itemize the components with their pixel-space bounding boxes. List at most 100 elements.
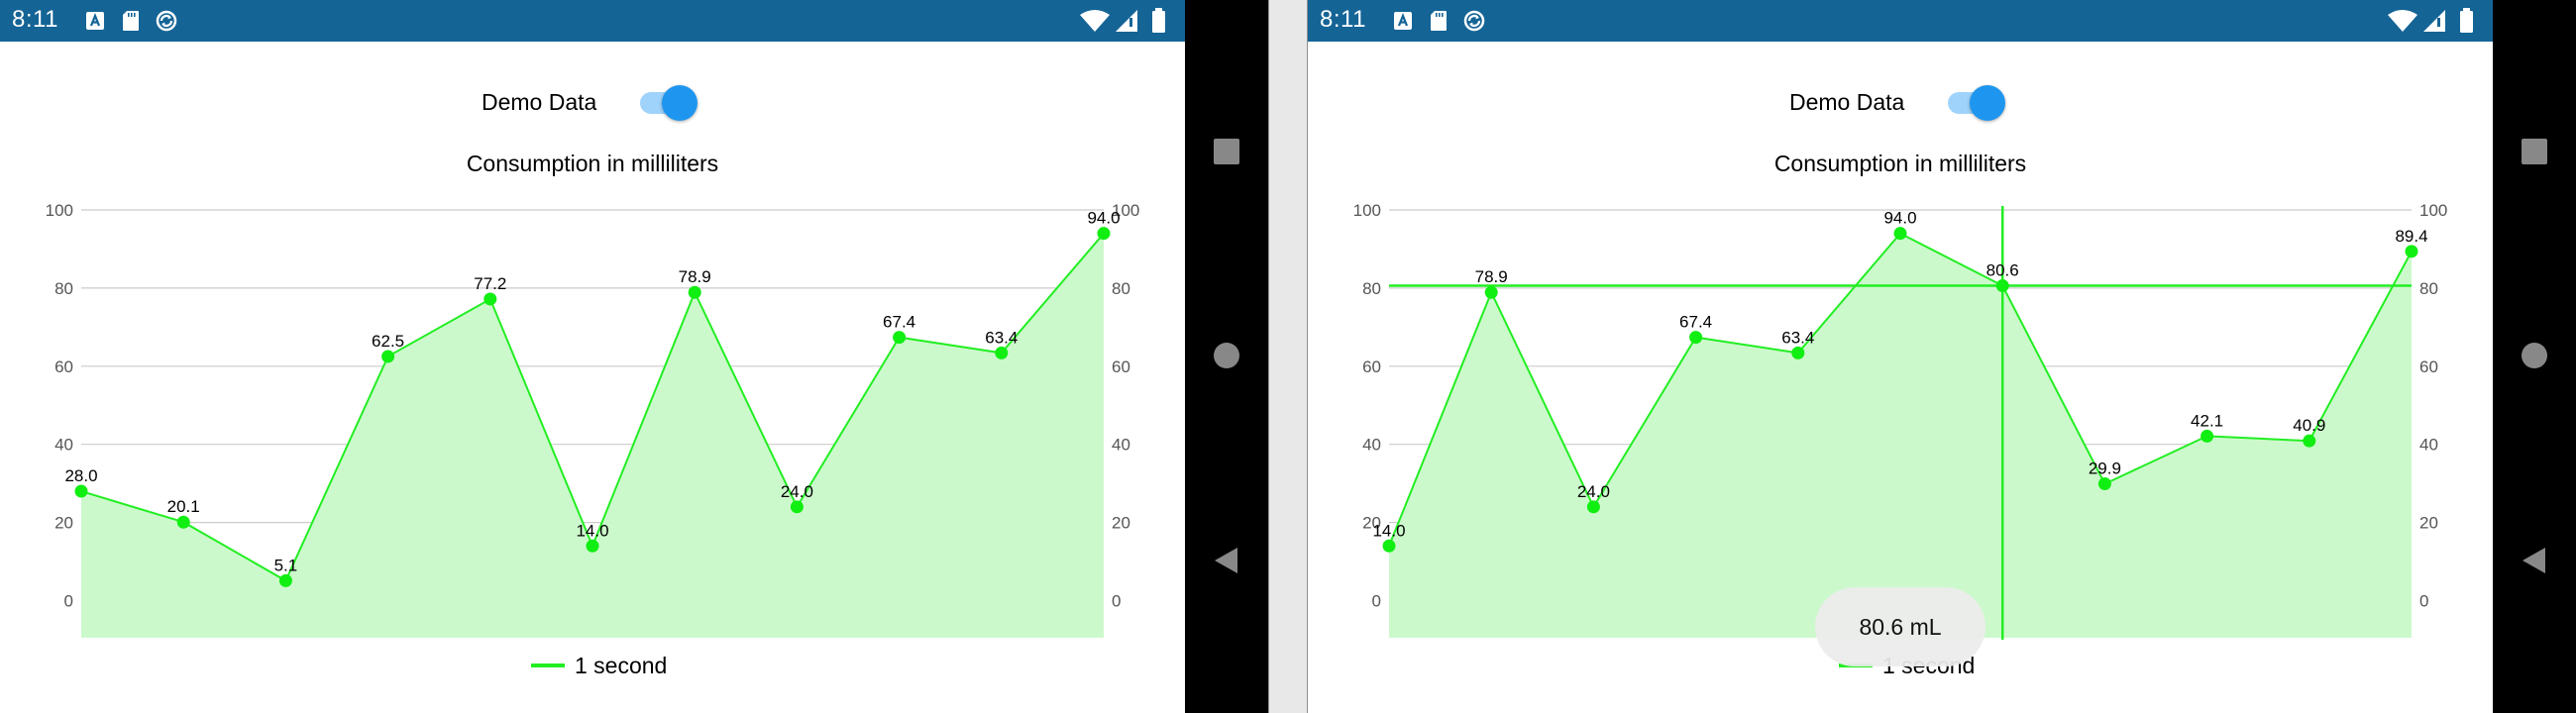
y-tick-label-left: 20 — [1362, 514, 1381, 533]
data-point — [1995, 279, 2009, 293]
app-content: Demo Data Consumption in milliliters 0 0 2… — [1308, 42, 2493, 713]
data-point — [2200, 429, 2214, 443]
demo-data-toggle[interactable] — [1946, 85, 2009, 121]
data-label: 67.4 — [1679, 313, 1712, 332]
data-point — [1382, 539, 1396, 553]
sync-icon — [156, 10, 177, 32]
data-label: 42.1 — [2191, 411, 2223, 430]
data-label: 24.0 — [781, 482, 813, 501]
y-tick-label-left: 60 — [1362, 357, 1381, 376]
data-point — [176, 515, 190, 529]
data-label: 14.0 — [1372, 521, 1405, 540]
data-label: 80.6 — [1986, 261, 2019, 280]
phone-screen-left: 8:11 Demo Data Co — [0, 0, 1269, 713]
data-label: 67.4 — [883, 313, 915, 332]
y-tick-label-left: 20 — [54, 514, 73, 533]
area-fill — [1389, 233, 2412, 638]
signal-icon — [1116, 10, 1137, 32]
home-button[interactable] — [1211, 340, 1242, 371]
battery-icon — [1152, 11, 1165, 33]
data-label: 62.5 — [372, 332, 404, 351]
battery-icon — [2460, 11, 2473, 33]
system-status-icons — [1080, 8, 1165, 33]
system-status-icons — [2388, 8, 2473, 33]
data-label: 63.4 — [985, 328, 1018, 347]
data-point — [2405, 245, 2418, 258]
y-tick-label-right: 40 — [1112, 436, 1130, 455]
demo-data-label: Demo Data — [1789, 89, 1905, 115]
status-time: 8:11 — [12, 6, 58, 33]
y-tick-label-left: 0 — [1372, 592, 1381, 611]
navigation-bar — [1185, 0, 1268, 713]
y-tick-label-left: 0 — [64, 592, 73, 611]
y-tick-label-right: 100 — [2419, 201, 2447, 220]
phone-screen-right: 8:11 Demo Data Co — [1307, 0, 2576, 713]
navigation-bar — [2493, 0, 2576, 713]
consumption-chart[interactable]: 0 0 20 20 40 40 60 60 80 80 100 100 14.0 78.9 24.0 67.4… — [1308, 42, 2493, 713]
value-tooltip: 80.6 mL — [1815, 587, 1986, 666]
demo-data-toggle[interactable] — [638, 85, 701, 121]
data-label: 24.0 — [1577, 482, 1610, 501]
recents-button[interactable] — [1211, 136, 1242, 167]
data-point — [995, 346, 1009, 359]
data-label: 29.9 — [2089, 459, 2121, 478]
data-label: 78.9 — [679, 267, 711, 286]
y-tick-label-right: 100 — [1112, 201, 1139, 220]
back-button[interactable] — [1211, 545, 1242, 576]
data-label: 28.0 — [64, 466, 97, 485]
demo-data-row: Demo Data — [1308, 81, 2493, 125]
status-bar: 8:11 — [1308, 0, 2493, 42]
toggle-thumb — [1970, 85, 2005, 121]
sync-icon — [1463, 10, 1485, 32]
y-tick-label-left: 100 — [1353, 201, 1381, 220]
wifi-icon — [2388, 10, 2417, 32]
data-point — [790, 500, 804, 514]
demo-data-label: Demo Data — [482, 89, 597, 115]
data-point — [1791, 346, 1805, 359]
y-tick-label-right: 60 — [2419, 357, 2438, 376]
y-tick-label-right: 0 — [1112, 592, 1121, 611]
home-button[interactable] — [2519, 340, 2550, 371]
y-tick-label-right: 80 — [2419, 279, 2438, 298]
data-point — [2303, 434, 2316, 448]
wifi-icon — [1080, 10, 1110, 32]
consumption-chart[interactable]: 0 0 20 20 40 40 60 60 80 80 100 100 28.0 20.1 5.1 62.5 7… — [0, 42, 1185, 713]
y-tick-label-left: 40 — [1362, 436, 1381, 455]
data-point — [2097, 477, 2111, 491]
data-label: 63.4 — [1781, 328, 1814, 347]
data-label: 78.9 — [1475, 267, 1508, 286]
data-label: 14.0 — [576, 521, 608, 540]
data-point — [74, 484, 88, 498]
data-label: 94.0 — [1883, 209, 1916, 228]
legend-label: 1 second — [575, 653, 667, 678]
y-tick-label-right: 40 — [2419, 436, 2438, 455]
y-tick-label-right: 80 — [1112, 279, 1130, 298]
data-label: 20.1 — [167, 497, 200, 516]
y-tick-label-right: 0 — [2419, 592, 2428, 611]
status-bar: 8:11 — [0, 0, 1185, 42]
data-point — [1893, 227, 1907, 241]
sd-card-icon — [1431, 11, 1447, 31]
y-tick-label-left: 80 — [54, 279, 73, 298]
y-tick-label-right: 60 — [1112, 357, 1130, 376]
data-point — [586, 539, 599, 553]
y-tick-label-right: 20 — [1112, 514, 1130, 533]
back-button[interactable] — [2519, 545, 2550, 576]
keyboard-notification-icon — [86, 12, 104, 30]
y-tick-label-left: 40 — [54, 436, 73, 455]
keyboard-notification-icon — [1394, 12, 1412, 30]
recents-button[interactable] — [2519, 136, 2550, 167]
chart-title: Consumption in milliliters — [466, 151, 719, 176]
data-point — [1586, 500, 1600, 514]
data-point — [688, 285, 701, 299]
data-point — [278, 573, 292, 587]
y-tick-label-left: 100 — [46, 201, 73, 220]
data-label: 77.2 — [474, 274, 506, 293]
y-tick-label-left: 60 — [54, 357, 73, 376]
area-fill — [81, 233, 1104, 638]
data-point — [1689, 331, 1703, 345]
data-label: 89.4 — [2395, 227, 2427, 246]
sd-card-icon — [123, 11, 139, 31]
y-tick-label-right: 20 — [2419, 514, 2438, 533]
signal-icon — [2423, 10, 2445, 32]
